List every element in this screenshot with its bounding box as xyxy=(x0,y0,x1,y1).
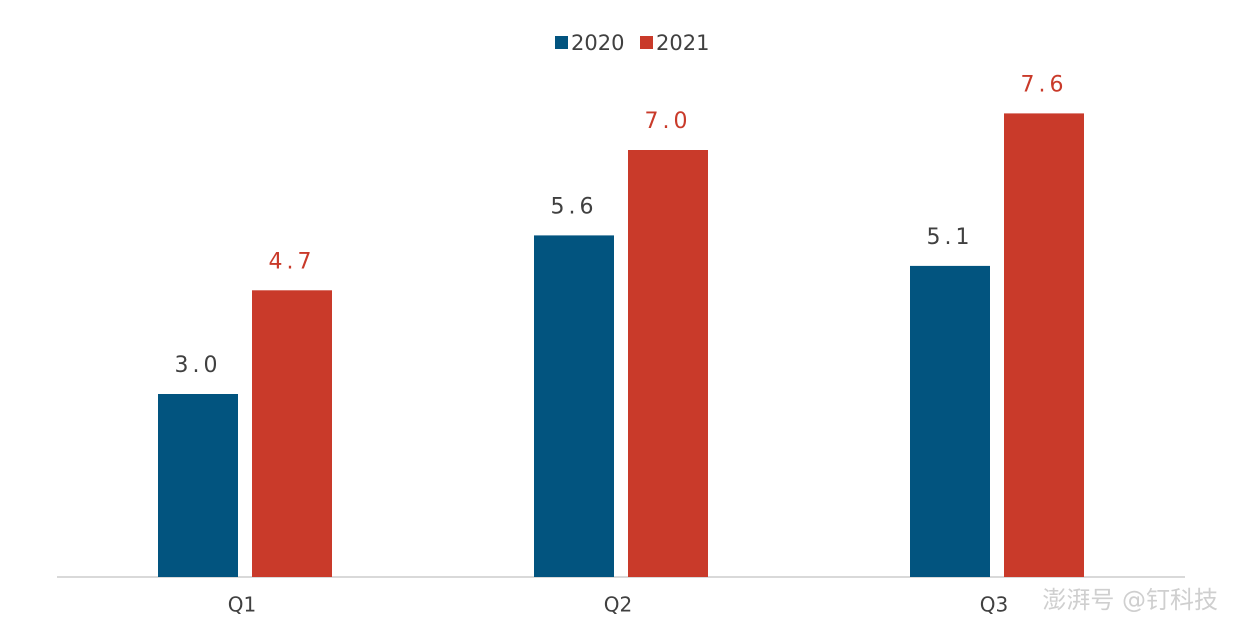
data-label: 5.1 xyxy=(927,225,974,250)
bar xyxy=(910,265,990,577)
legend-label: 2020 xyxy=(571,31,624,55)
x-tick-label: Q3 xyxy=(980,593,1008,617)
data-label: 7.0 xyxy=(645,109,692,134)
data-label: 3.0 xyxy=(175,353,222,378)
legend-swatch xyxy=(640,36,653,49)
bar xyxy=(158,394,238,577)
legend-swatch xyxy=(555,36,568,49)
legend-label: 2021 xyxy=(656,31,709,55)
data-label: 4.7 xyxy=(269,249,316,274)
data-label: 5.6 xyxy=(551,194,598,219)
x-tick-label: Q2 xyxy=(604,593,632,617)
watermark: 澎湃号 @钉科技 xyxy=(1042,586,1218,614)
x-tick-label: Q1 xyxy=(228,593,256,617)
bar xyxy=(534,235,614,577)
data-label: 7.6 xyxy=(1021,72,1068,97)
bar xyxy=(1004,113,1084,578)
bar xyxy=(252,290,332,577)
bar xyxy=(628,150,708,577)
